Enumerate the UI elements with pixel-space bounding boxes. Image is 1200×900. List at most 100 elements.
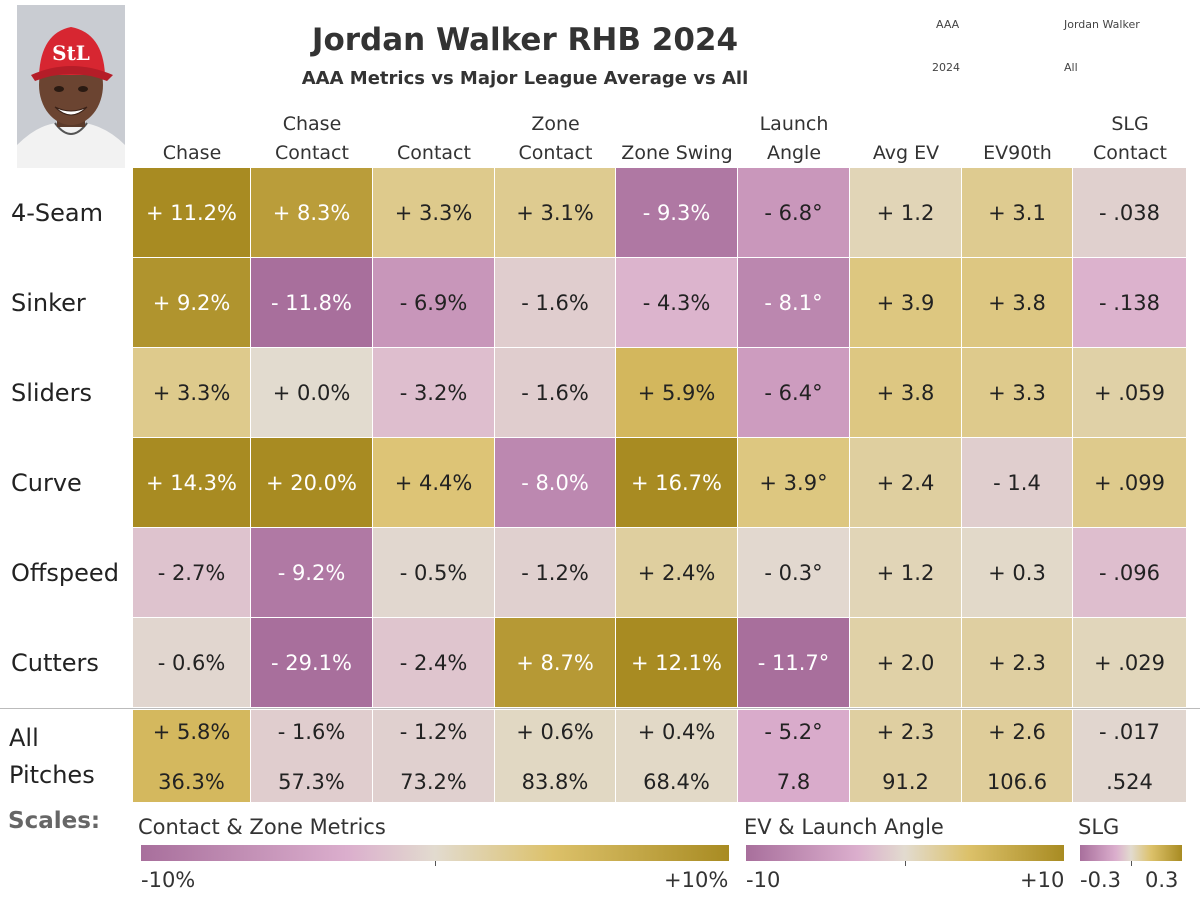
column-header-launch-angle: Launch Angle — [738, 108, 850, 168]
heatmap-cell[interactable]: + 3.1 — [962, 168, 1072, 257]
row-label-all-pitches: All Pitches — [9, 720, 95, 794]
column-header-line2: Contact — [275, 142, 349, 164]
legend-slg-max: 0.3 — [1145, 868, 1179, 892]
heatmap-cell[interactable]: + 16.7% — [616, 438, 737, 527]
heatmap-cell[interactable]: - 8.1° — [738, 258, 849, 347]
heatmap-cell[interactable]: + 8.3% — [251, 168, 372, 257]
heatmap-cell[interactable]: - 9.3% — [616, 168, 737, 257]
heatmap-cell[interactable]: - 0.5% — [373, 528, 494, 617]
heatmap-cell[interactable]: - 2.4% — [373, 618, 494, 707]
heatmap-cell[interactable]: + 0.0% — [251, 348, 372, 437]
heatmap-cell[interactable]: - 4.3% — [616, 258, 737, 347]
heatmap-cell[interactable]: - 3.2% — [373, 348, 494, 437]
all-pitches-total: 36.3% — [158, 770, 225, 794]
heatmap-cell[interactable]: - 11.7° — [738, 618, 849, 707]
heatmap-cell[interactable]: + 11.2% — [133, 168, 250, 257]
legend-slg-min: -0.3 — [1080, 868, 1121, 892]
heatmap-cell[interactable]: + 5.9% — [616, 348, 737, 437]
all-pitches-cell[interactable]: + 5.8% 36.3% — [133, 710, 250, 802]
scales-label: Scales: — [8, 808, 101, 834]
filter-level[interactable]: AAA — [936, 18, 960, 31]
all-pitches-diff: - 1.2% — [399, 720, 468, 744]
player-photo: StL — [17, 5, 125, 168]
heatmap-cell[interactable]: + 4.4% — [373, 438, 494, 527]
heatmap-cell[interactable]: - 2.7% — [133, 528, 250, 617]
column-header-line2: Zone Swing — [621, 142, 733, 164]
heatmap-cell[interactable]: + 3.3% — [133, 348, 250, 437]
heatmap-cell[interactable]: - .038 — [1073, 168, 1186, 257]
heatmap-cell[interactable]: - 1.4 — [962, 438, 1072, 527]
column-header-contact: Contact — [373, 108, 495, 168]
heatmap-cell[interactable]: + 12.1% — [616, 618, 737, 707]
all-pitches-cell[interactable]: - 1.6% 57.3% — [251, 710, 372, 802]
all-pitches-cell[interactable]: + 2.3 91.2 — [850, 710, 961, 802]
legend-contact-midtick — [435, 861, 436, 866]
heatmap-cell[interactable]: - 0.6% — [133, 618, 250, 707]
heatmap-cell[interactable]: - 1.6% — [495, 348, 615, 437]
heatmap-cell[interactable]: + .099 — [1073, 438, 1186, 527]
row-label-offspeed: Offspeed — [11, 559, 119, 587]
all-pitches-total: 106.6 — [986, 770, 1048, 794]
legend-contact-min: -10% — [141, 868, 196, 892]
heatmap-cell[interactable]: + 14.3% — [133, 438, 250, 527]
heatmap-cell[interactable]: + .059 — [1073, 348, 1186, 437]
svg-text:StL: StL — [52, 41, 90, 65]
heatmap-cell[interactable]: + 3.3% — [373, 168, 494, 257]
column-header-line1: Launch — [759, 113, 829, 135]
heatmap-cell[interactable]: + 9.2% — [133, 258, 250, 347]
heatmap-cell[interactable]: - 11.8% — [251, 258, 372, 347]
heatmap-cell[interactable]: + 0.3 — [962, 528, 1072, 617]
heatmap-cell[interactable]: + 2.4% — [616, 528, 737, 617]
all-pitches-cell[interactable]: + 0.4% 68.4% — [616, 710, 737, 802]
heatmap-cell[interactable]: - 6.4° — [738, 348, 849, 437]
heatmap-cell[interactable]: + 3.3 — [962, 348, 1072, 437]
filter-pitcher[interactable]: All — [1064, 61, 1078, 74]
heatmap-cell[interactable]: + 3.8 — [962, 258, 1072, 347]
all-pitches-cell[interactable]: + 2.6 106.6 — [962, 710, 1072, 802]
all-pitches-total: 83.8% — [521, 770, 589, 794]
heatmap-cell[interactable]: + 1.2 — [850, 528, 961, 617]
filter-player[interactable]: Jordan Walker — [1064, 18, 1140, 31]
heatmap-cell[interactable]: - 1.2% — [495, 528, 615, 617]
heatmap-cell[interactable]: + 2.0 — [850, 618, 961, 707]
column-header-line2: Contact — [1093, 142, 1167, 164]
heatmap-cell[interactable]: - 8.0% — [495, 438, 615, 527]
heatmap-cell[interactable]: + 2.3 — [962, 618, 1072, 707]
heatmap-cell[interactable]: + 8.7% — [495, 618, 615, 707]
all-pitches-cell[interactable]: - 1.2% 73.2% — [373, 710, 494, 802]
column-header-avg-ev: Avg EV — [850, 108, 962, 168]
all-pitches-total: 73.2% — [400, 770, 467, 794]
heatmap-cell[interactable]: + 2.4 — [850, 438, 961, 527]
heatmap-cell[interactable]: - 1.6% — [495, 258, 615, 347]
heatmap-cell[interactable]: - 9.2% — [251, 528, 372, 617]
heatmap-cell[interactable]: + 3.8 — [850, 348, 961, 437]
chart-subtitle: AAA Metrics vs Major League Average vs A… — [301, 68, 749, 89]
filter-year[interactable]: 2024 — [932, 61, 960, 74]
legend-ev-bar — [746, 845, 1064, 861]
row-label-line2: Pitches — [9, 761, 95, 789]
all-pitches-cell[interactable]: - 5.2° 7.8 — [738, 710, 849, 802]
heatmap-cell[interactable]: - 6.9% — [373, 258, 494, 347]
legend-ev-title: EV & Launch Angle — [744, 815, 944, 839]
heatmap-cell[interactable]: - .138 — [1073, 258, 1186, 347]
heatmap-cell[interactable]: + 20.0% — [251, 438, 372, 527]
heatmap-cell[interactable]: + 3.9° — [738, 438, 849, 527]
legend-slg-bar — [1080, 845, 1182, 861]
all-pitches-cell[interactable]: + 0.6% 83.8% — [495, 710, 615, 802]
column-header-slg-contact: SLG Contact — [1073, 108, 1187, 168]
legend-ev-max: +10 — [1020, 868, 1065, 892]
heatmap-cell[interactable]: + .029 — [1073, 618, 1186, 707]
heatmap-cell[interactable]: + 1.2 — [850, 168, 961, 257]
row-label-cutters: Cutters — [11, 649, 99, 677]
heatmap-cell[interactable]: - 0.3° — [738, 528, 849, 617]
chart-title: Jordan Walker RHB 2024 — [311, 22, 739, 58]
all-pitches-diff: + 2.6 — [988, 720, 1046, 744]
heatmap-cell[interactable]: + 3.1% — [495, 168, 615, 257]
heatmap-cell[interactable]: + 3.9 — [850, 258, 961, 347]
heatmap-cell[interactable]: - 6.8° — [738, 168, 849, 257]
heatmap-cell[interactable]: - 29.1% — [251, 618, 372, 707]
column-header-zone-swing: Zone Swing — [616, 108, 738, 168]
heatmap-cell[interactable]: - .096 — [1073, 528, 1186, 617]
all-pitches-cell[interactable]: - .017 .524 — [1073, 710, 1186, 802]
legend-contact-max: +10% — [664, 868, 729, 892]
